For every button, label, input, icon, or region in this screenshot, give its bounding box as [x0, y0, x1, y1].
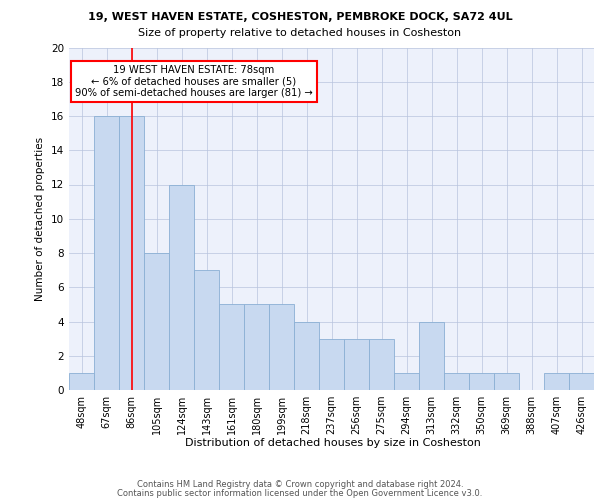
- Text: Distribution of detached houses by size in Cosheston: Distribution of detached houses by size …: [185, 438, 481, 448]
- Bar: [144, 253, 169, 390]
- Bar: [219, 304, 244, 390]
- Text: 19 WEST HAVEN ESTATE: 78sqm
← 6% of detached houses are smaller (5)
90% of semi-: 19 WEST HAVEN ESTATE: 78sqm ← 6% of deta…: [75, 64, 313, 98]
- Bar: [194, 270, 219, 390]
- Bar: [69, 373, 94, 390]
- Bar: [369, 338, 394, 390]
- Bar: [419, 322, 444, 390]
- Bar: [394, 373, 419, 390]
- Text: Size of property relative to detached houses in Cosheston: Size of property relative to detached ho…: [139, 28, 461, 38]
- Bar: [169, 184, 194, 390]
- Y-axis label: Number of detached properties: Number of detached properties: [35, 136, 46, 301]
- Text: Contains HM Land Registry data © Crown copyright and database right 2024.: Contains HM Land Registry data © Crown c…: [137, 480, 463, 489]
- Bar: [119, 116, 144, 390]
- Bar: [469, 373, 494, 390]
- Text: 19, WEST HAVEN ESTATE, COSHESTON, PEMBROKE DOCK, SA72 4UL: 19, WEST HAVEN ESTATE, COSHESTON, PEMBRO…: [88, 12, 512, 22]
- Bar: [544, 373, 569, 390]
- Bar: [269, 304, 294, 390]
- Bar: [244, 304, 269, 390]
- Bar: [319, 338, 344, 390]
- Text: Contains public sector information licensed under the Open Government Licence v3: Contains public sector information licen…: [118, 488, 482, 498]
- Bar: [94, 116, 119, 390]
- Bar: [494, 373, 519, 390]
- Bar: [569, 373, 594, 390]
- Bar: [444, 373, 469, 390]
- Bar: [294, 322, 319, 390]
- Bar: [344, 338, 369, 390]
